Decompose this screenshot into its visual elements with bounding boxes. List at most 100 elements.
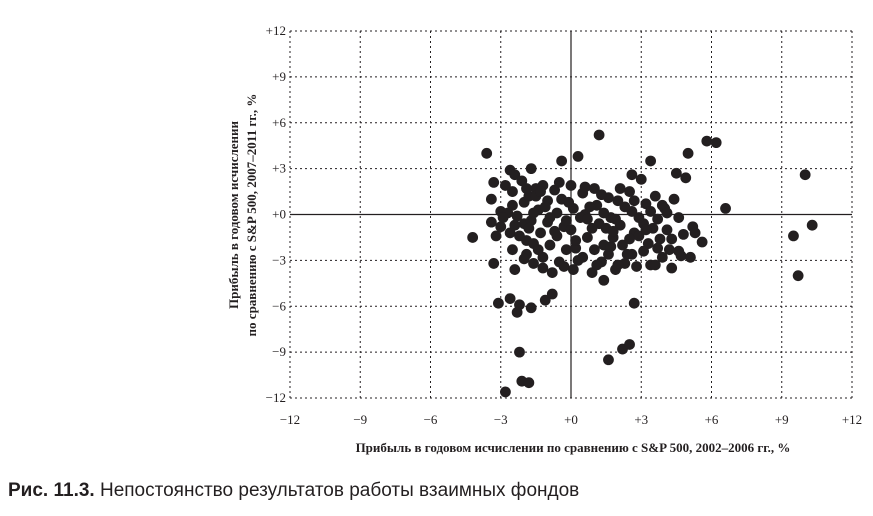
data-point: [572, 254, 584, 266]
data-point: [579, 181, 591, 193]
figure-caption: Рис. 11.3. Непостоянство результатов раб…: [8, 480, 579, 502]
data-point: [612, 259, 624, 271]
data-point: [624, 233, 635, 245]
data-point: [532, 244, 544, 256]
data-point: [553, 176, 565, 188]
data-point: [612, 195, 624, 207]
data-point: [509, 169, 521, 181]
data-point: [673, 245, 685, 257]
data-point: [649, 190, 661, 202]
data-point: [535, 227, 546, 239]
data-point: [624, 186, 635, 197]
scatter-chart: −12 −9 −6 −3 +0 +3 +6 +9 +12+12+9+6+3+0−3−6−9−12…: [226, 23, 863, 455]
y-tick-label: +3: [272, 161, 286, 176]
data-point: [689, 227, 701, 239]
data-point: [495, 221, 507, 233]
data-point: [563, 196, 575, 208]
data-point: [493, 297, 504, 309]
data-points: [467, 129, 818, 398]
data-point: [799, 169, 811, 181]
data-point: [488, 258, 500, 269]
data-point: [628, 297, 640, 309]
data-point: [485, 216, 497, 228]
data-point: [638, 245, 649, 257]
data-point: [556, 155, 568, 167]
data-point: [652, 242, 664, 254]
x-tick-label: −6: [424, 412, 438, 427]
data-point: [558, 261, 570, 272]
data-point: [607, 225, 619, 237]
data-point: [682, 147, 694, 159]
data-point: [581, 232, 593, 243]
data-point: [567, 264, 579, 275]
y-axis-title-line: Прибыль в годовом исчислении: [226, 120, 241, 309]
data-point: [572, 150, 584, 162]
data-point: [661, 224, 673, 236]
data-point: [603, 354, 614, 366]
data-point: [497, 212, 509, 223]
data-point: [525, 302, 537, 314]
y-tick-label: −9: [272, 344, 286, 359]
data-point: [581, 213, 593, 225]
x-tick-label: −3: [494, 412, 508, 427]
x-tick-label: +0: [564, 412, 578, 427]
y-tick-label: −12: [266, 390, 286, 405]
data-point: [467, 232, 479, 243]
data-point: [720, 202, 731, 214]
data-point: [593, 129, 605, 141]
data-point: [792, 270, 804, 282]
x-axis-title: Прибыль в годовом исчислении по сравнени…: [356, 440, 791, 455]
data-point: [619, 201, 631, 213]
data-point: [645, 155, 657, 167]
x-tick-label: +12: [842, 412, 862, 427]
data-point: [549, 225, 561, 237]
data-point: [544, 239, 556, 251]
data-point: [509, 264, 521, 275]
data-point: [696, 236, 708, 248]
data-point: [560, 215, 572, 227]
y-tick-label: −6: [272, 298, 286, 313]
caption-text: Непостоянство результатов работы взаимны…: [99, 480, 580, 501]
data-point: [668, 193, 680, 205]
data-point: [591, 259, 603, 271]
data-point: [509, 219, 521, 231]
data-point: [654, 233, 666, 245]
data-point: [631, 261, 642, 272]
y-tick-label: +6: [272, 115, 286, 130]
data-point: [528, 258, 539, 269]
data-point: [656, 251, 668, 263]
data-point: [500, 180, 511, 191]
data-point: [666, 233, 678, 245]
data-point: [481, 147, 493, 159]
data-point: [537, 262, 549, 274]
data-point: [535, 186, 546, 197]
data-point: [525, 163, 537, 175]
data-point: [504, 293, 516, 305]
data-point: [546, 267, 558, 279]
data-point: [507, 199, 518, 211]
data-point: [666, 262, 678, 274]
data-point: [589, 183, 600, 194]
x-tick-label: +3: [634, 412, 648, 427]
data-point: [701, 135, 713, 147]
data-point: [514, 230, 525, 242]
data-point: [488, 176, 500, 188]
data-point: [507, 186, 518, 197]
data-point: [621, 248, 633, 260]
data-point: [624, 339, 635, 350]
data-point: [670, 167, 682, 179]
data-point: [485, 193, 497, 205]
data-point: [511, 210, 523, 222]
data-point: [584, 201, 596, 213]
data-point: [628, 195, 640, 207]
y-axis-title-line: по сравнению с S&P 500, 2007–2011 гг., %: [244, 94, 259, 337]
data-point: [614, 183, 626, 194]
tick-labels: −12 −9 −6 −3 +0 +3 +6 +9 +12 +12 +9 +6 +3 +0 −3 −6 −9 −12: [266, 23, 863, 427]
data-point: [645, 206, 657, 217]
data-point: [640, 224, 652, 236]
y-tick-label: −3: [272, 252, 286, 267]
data-point: [685, 251, 696, 263]
x-tick-label: −12: [280, 412, 300, 427]
data-point: [539, 294, 551, 306]
y-tick-label: +12: [266, 23, 286, 38]
